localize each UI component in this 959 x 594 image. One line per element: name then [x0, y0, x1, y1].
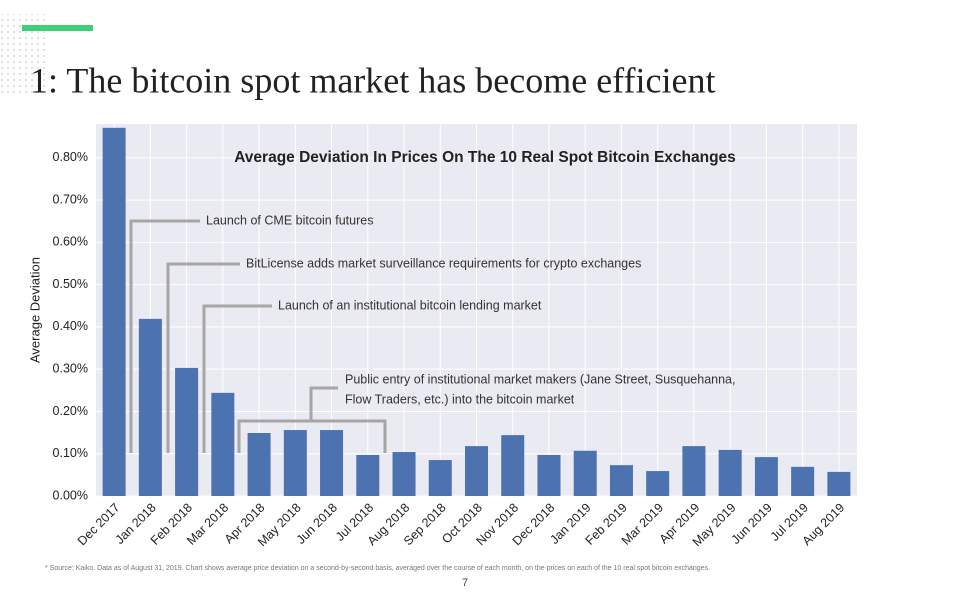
annotations: Launch of CME bitcoin futures BitLicense… [129, 213, 735, 453]
y-tick-label: 0.80% [53, 150, 88, 164]
bar [501, 435, 525, 496]
annotation: BitLicense adds market surveillance requ… [246, 256, 641, 270]
y-tick-label: 0.30% [53, 361, 88, 375]
annotation: Flow Traders, etc.) into the bitcoin mar… [345, 392, 575, 406]
y-tick-label: 0.70% [53, 192, 88, 206]
bar [320, 430, 344, 496]
annotation-bracket [129, 219, 200, 453]
annotation-bracket [166, 262, 240, 453]
bars [102, 127, 851, 497]
bar [175, 367, 199, 496]
y-tick-label: 0.60% [53, 235, 88, 249]
page-number: 7 [462, 577, 468, 589]
y-tick-label: 0.20% [53, 404, 88, 418]
bar [646, 471, 670, 496]
bar [283, 430, 307, 496]
annotation-bracket [202, 304, 272, 453]
bar [791, 466, 815, 496]
footnote: * Source: Kaiko. Data as of August 31, 2… [45, 565, 710, 572]
accent-bar [22, 25, 93, 31]
bar [356, 454, 380, 496]
annotation: Launch of an institutional bitcoin lendi… [278, 298, 542, 312]
y-tick-label: 0.50% [53, 277, 88, 291]
bar [465, 446, 488, 496]
annotation-bracket [309, 386, 338, 421]
bar [428, 460, 452, 496]
bar [138, 318, 162, 496]
bar [537, 454, 561, 496]
y-axis-label: Average Deviation [27, 257, 42, 363]
bar [211, 392, 235, 496]
bar [718, 449, 742, 496]
annotation: Public entry of institutional market mak… [345, 372, 735, 386]
bar [392, 452, 416, 496]
bar [102, 127, 126, 497]
y-tick-label: 0.00% [53, 488, 88, 502]
bar [573, 450, 597, 496]
annotation: Launch of CME bitcoin futures [206, 213, 373, 227]
bar [682, 446, 706, 496]
bar [754, 457, 778, 496]
chart-title: Average Deviation In Prices On The 10 Re… [234, 149, 736, 166]
bar [827, 471, 851, 496]
bar [247, 433, 271, 496]
y-tick-label: 0.40% [53, 319, 88, 333]
slide-title: 1: The bitcoin spot market has become ef… [30, 60, 715, 100]
bar [609, 465, 633, 496]
y-tick-label: 0.10% [53, 446, 88, 460]
grid [96, 124, 857, 497]
